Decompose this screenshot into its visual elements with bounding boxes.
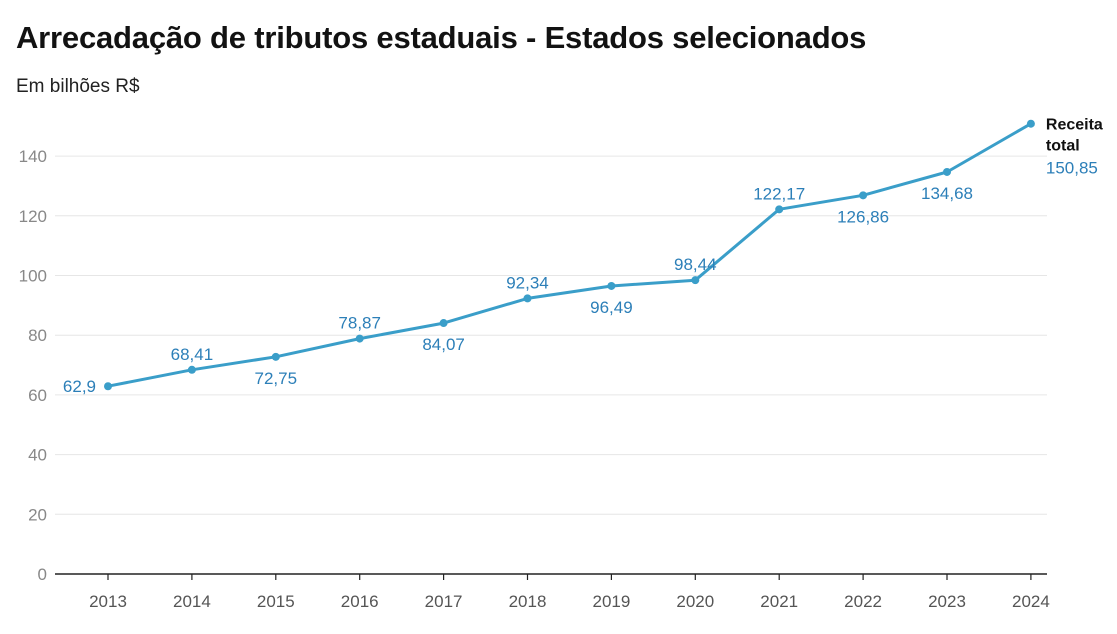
data-label: 78,87 [338, 314, 381, 333]
data-point [187, 365, 196, 374]
y-tick-label: 60 [28, 386, 47, 405]
series-line-receita-total [106, 122, 1033, 388]
data-point [104, 382, 112, 391]
data-label: 84,07 [422, 335, 465, 354]
y-tick-label: 140 [19, 147, 47, 166]
data-point [1026, 119, 1035, 128]
data-point [271, 352, 280, 361]
series-name-label: total [1046, 138, 1080, 155]
x-tick-label: 2016 [341, 592, 379, 611]
data-label: 72,75 [255, 369, 298, 388]
x-tick-label: 2013 [89, 592, 127, 611]
x-tick-label: 2024 [1012, 592, 1050, 611]
series-name-label: Receita [1046, 117, 1103, 134]
data-label: 98,44 [674, 255, 717, 274]
data-label: 92,34 [506, 273, 549, 292]
x-tick-label: 2015 [257, 592, 295, 611]
data-point [439, 319, 448, 328]
y-tick-label: 0 [38, 565, 47, 584]
x-tick-label: 2023 [928, 592, 966, 611]
y-tick-label: 120 [19, 207, 47, 226]
data-point [775, 205, 784, 214]
data-point [607, 281, 616, 290]
chart-title: Arrecadação de tributos estaduais - Esta… [16, 20, 867, 55]
data-label: 150,85 [1046, 159, 1098, 178]
data-point [943, 167, 951, 176]
x-tick-label: 2017 [425, 592, 463, 611]
data-point [691, 276, 700, 285]
y-tick-label: 100 [19, 267, 47, 286]
data-label: 122,17 [753, 184, 805, 203]
data-label: 68,41 [171, 345, 214, 364]
x-tick-label: 2018 [509, 592, 547, 611]
data-label: 126,86 [837, 207, 889, 226]
x-tick-label: 2022 [844, 592, 882, 611]
data-label: 96,49 [590, 298, 633, 317]
data-label: 134,68 [921, 184, 973, 203]
y-tick-label: 20 [28, 505, 47, 524]
x-tick-label: 2021 [760, 592, 798, 611]
chart-subtitle: Em bilhões R$ [16, 76, 140, 97]
data-point [355, 334, 364, 343]
data-point [859, 191, 868, 200]
y-tick-label: 80 [28, 326, 47, 345]
data-point [523, 294, 532, 303]
y-tick-label: 40 [28, 446, 47, 465]
data-label: 62,9 [63, 377, 96, 396]
x-tick-label: 2014 [173, 592, 211, 611]
x-tick-label: 2019 [592, 592, 630, 611]
x-tick-label: 2020 [676, 592, 714, 611]
